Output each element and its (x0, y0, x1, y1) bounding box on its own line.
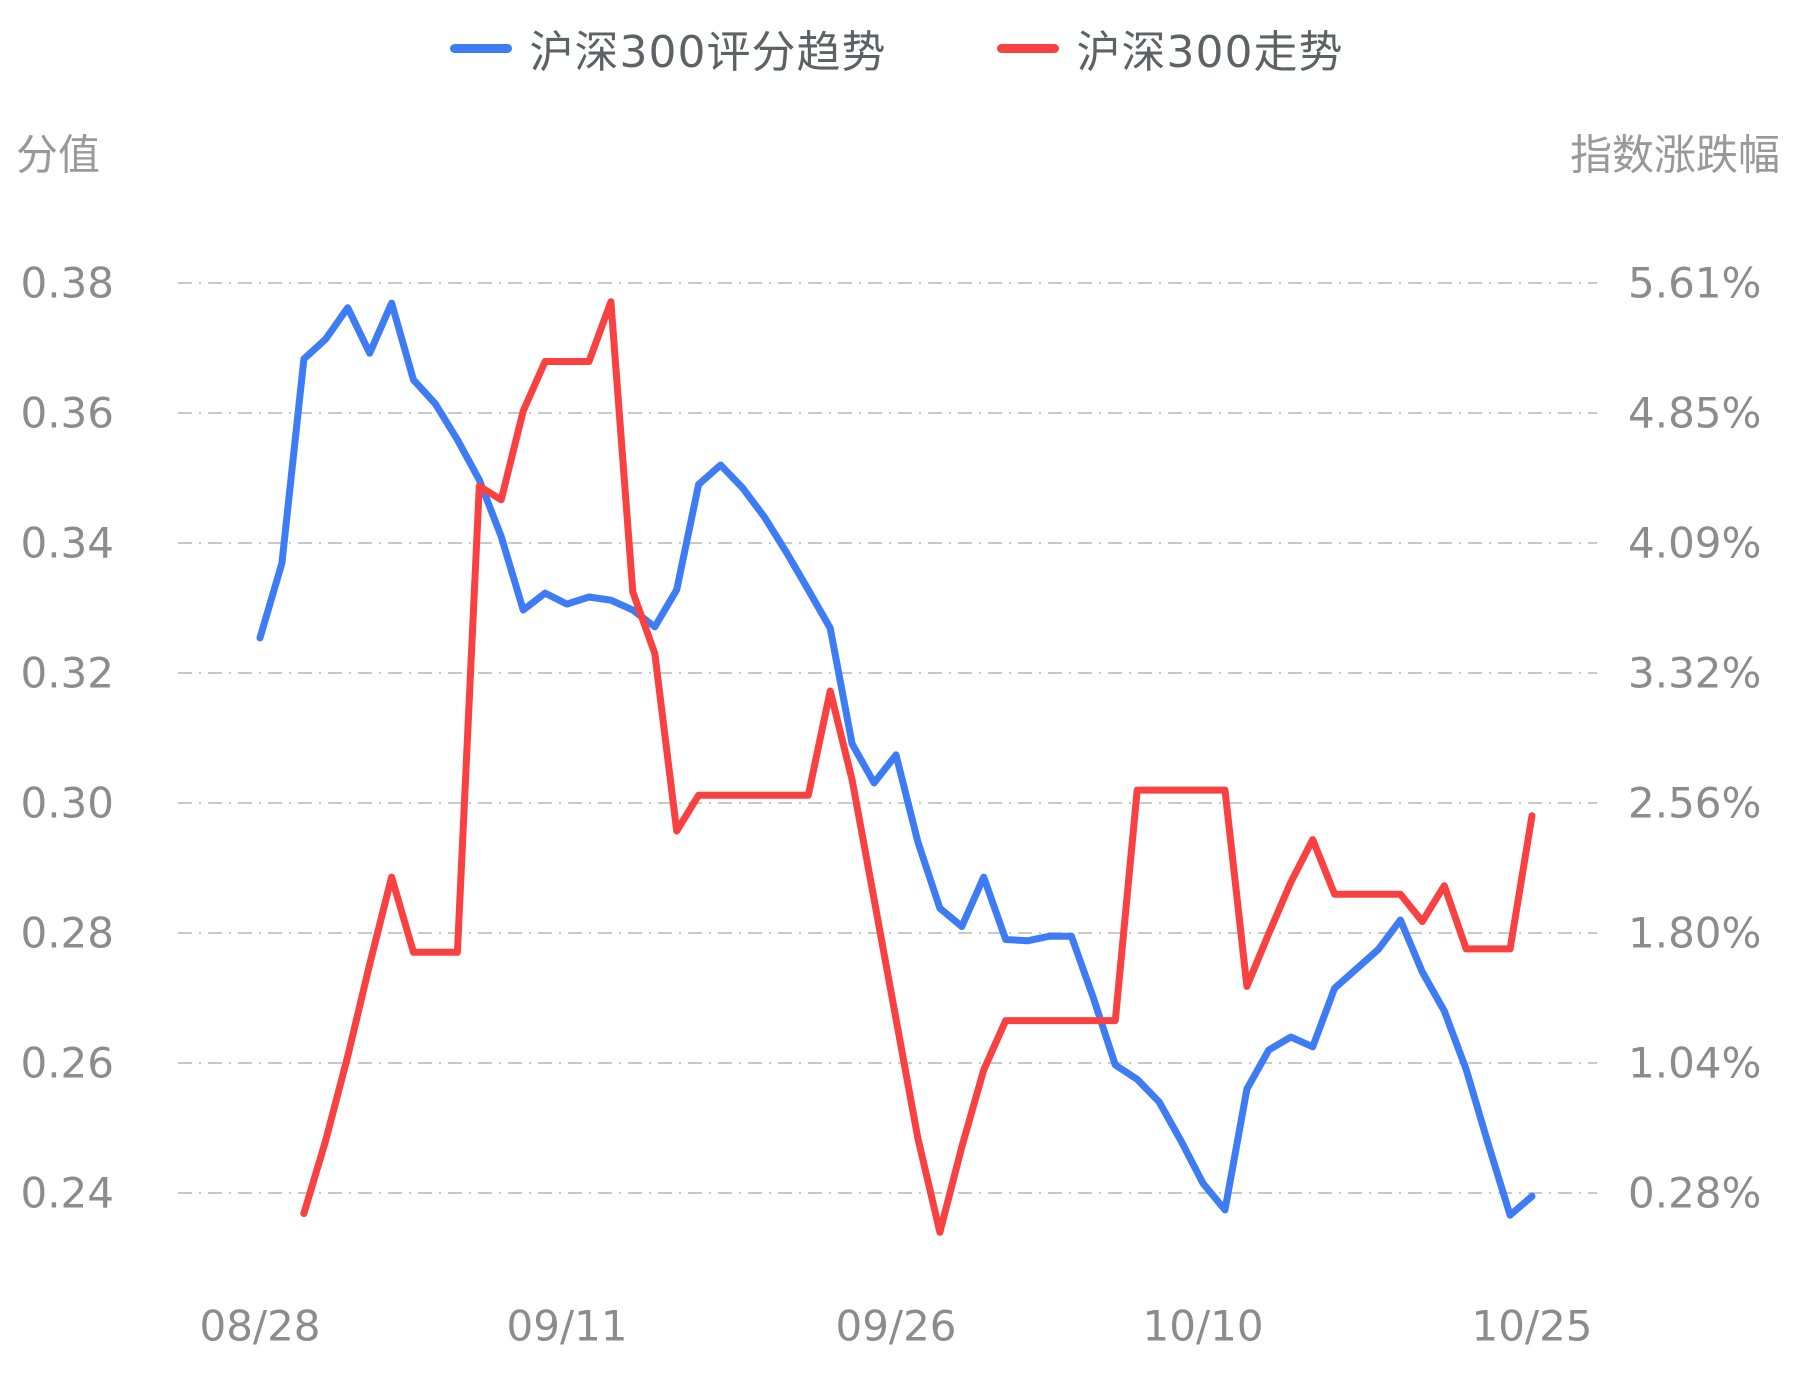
right-axis-tick-label: 4.09% (1628, 519, 1761, 568)
legend-item-score-trend[interactable]: 沪深300评分趋势 (449, 16, 887, 80)
x-axis-tick-label: 10/10 (1143, 1302, 1264, 1351)
left-axis-title: 分值 (16, 131, 100, 180)
x-axis-ticks-group: 08/28 09/11 09/26 10/10 10/25 (199, 1302, 1592, 1351)
right-axis-ticks-group: 5.61% 4.85% 4.09% 3.32% 2.56% 1.80% 1.04% 0.28% (1628, 259, 1761, 1218)
right-axis-tick-label: 3.32% (1628, 649, 1761, 698)
x-axis-tick-label: 10/25 (1471, 1302, 1592, 1351)
left-axis-tick-label: 0.28 (20, 909, 114, 958)
right-axis-tick-label: 1.80% (1628, 909, 1761, 958)
gridlines-group (178, 282, 1597, 1194)
x-axis-tick-label: 08/28 (199, 1302, 320, 1351)
red-series-line (300, 298, 1536, 1236)
right-axis-title: 指数涨跌幅 (1570, 131, 1780, 180)
right-axis-tick-label: 1.04% (1628, 1039, 1761, 1088)
chart-legend: 沪深300评分趋势 沪深300走势 (0, 16, 1793, 80)
blue-series-line (256, 299, 1536, 1219)
legend-swatch-red-icon (996, 43, 1059, 53)
left-axis-tick-label: 0.34 (20, 519, 114, 568)
left-axis-tick-label: 0.26 (20, 1039, 114, 1088)
legend-label-index-trend: 沪深300走势 (1076, 27, 1344, 78)
x-axis-tick-label: 09/26 (835, 1302, 956, 1351)
left-axis-tick-label: 0.38 (20, 259, 114, 308)
right-axis-tick-label: 5.61% (1628, 259, 1761, 308)
right-axis-tick-label: 0.28% (1628, 1169, 1761, 1218)
left-axis-ticks-group: 0.38 0.36 0.34 0.32 0.30 0.28 0.26 0.24 (20, 259, 114, 1218)
right-axis-tick-label: 2.56% (1628, 779, 1761, 828)
series-group (256, 298, 1536, 1236)
left-axis-tick-label: 0.36 (20, 389, 114, 438)
left-axis-tick-label: 0.32 (20, 649, 114, 698)
left-axis-tick-label: 0.30 (20, 779, 114, 828)
legend-item-index-trend[interactable]: 沪深300走势 (996, 16, 1344, 80)
legend-swatch-blue-icon (449, 43, 512, 53)
x-axis-tick-label: 09/11 (507, 1302, 628, 1351)
right-axis-tick-label: 4.85% (1628, 389, 1761, 438)
left-axis-tick-label: 0.24 (20, 1169, 114, 1218)
legend-label-score-trend: 沪深300评分趋势 (529, 27, 887, 78)
